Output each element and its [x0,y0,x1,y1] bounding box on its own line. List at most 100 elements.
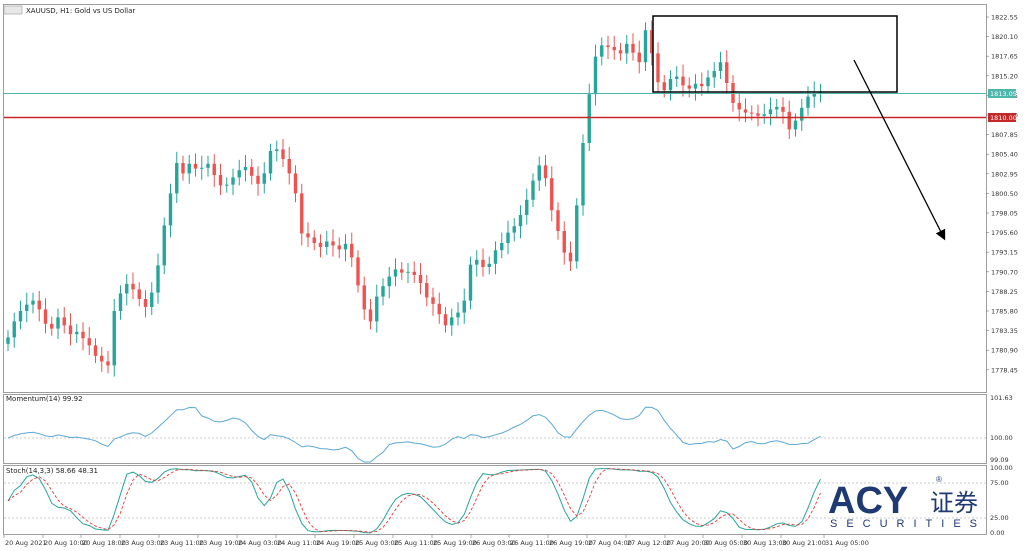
candle-body [256,175,260,184]
candle-body [237,170,241,178]
candle-body [568,252,573,262]
candle-body [600,45,604,57]
candle-body [368,309,373,322]
candle-body [68,325,73,335]
momentum-indicator [4,406,986,463]
time-tick-label: 27 Aug 12:00 [627,539,671,547]
candle-body [625,43,629,54]
main-pane-frame [3,4,987,393]
candle-body [218,175,223,186]
candle-body [806,96,810,108]
price-tick-label: 1807.85 [991,131,1018,139]
time-tick-label: 25 Aug 19:00 [433,539,477,547]
price-tick-label: 1780.90 [991,347,1018,355]
chart-title: XAUUSD, H1: Gold vs US Dollar [3,5,135,15]
candle-body [762,114,766,116]
stoch-k-line [7,468,821,534]
momentum-tick-mid: 100.00 [990,434,1013,442]
candle-body [512,226,516,233]
candle-body [475,259,479,265]
time-tick-label: 20 Aug 2021 [5,539,47,547]
candle-body [587,94,591,143]
candle-body [437,303,441,315]
candle-body [612,47,616,51]
time-tick-label: 27 Aug 20:00 [666,539,710,547]
price-tick-label: 1795.60 [991,229,1018,237]
candle-body [287,159,291,174]
candle-body [362,285,366,310]
time-tick-label: 26 Aug 11:00 [510,539,554,547]
time-tick-label: 24 Aug 11:00 [277,539,321,547]
support-text: 1810.00 [990,114,1017,122]
candle-body [668,79,673,91]
momentum-tick-high: 101.63 [990,394,1013,402]
time-tick-label: 20 Aug 18:00 [82,539,126,547]
candle-body [506,232,510,243]
candle-body [737,103,741,110]
candle-body [206,163,210,168]
candle-body [418,275,423,283]
candle-body [387,276,391,287]
candle-body [631,43,635,53]
candle-body [212,163,216,175]
candle-body [793,120,798,130]
candle-body [318,243,323,247]
candle-body [281,149,285,159]
stochastic-indicator [4,468,986,534]
price-tick-label: 1817.65 [991,53,1018,61]
candle-body [18,311,23,322]
candle-body [275,149,279,151]
momentum-tick-low: 99.09 [990,456,1009,464]
candle-body [706,77,710,87]
candle-body [487,263,491,267]
candle-body [375,296,379,322]
time-tick-label: 30 Aug 13:00 [743,539,787,547]
candle-body [187,163,191,174]
candle-body [456,312,460,318]
price-tick-label: 1802.95 [991,170,1018,178]
candle-body [481,259,485,267]
price-tick-label: 1778.45 [991,366,1018,374]
time-tick-label: 26 Aug 03:00 [472,539,516,547]
price-tick-label: 1793.15 [991,249,1018,257]
candle-body [243,167,248,171]
time-tick-label: 20 Aug 10:00 [44,539,88,547]
candle-body [162,225,166,266]
candle-body [606,45,610,47]
candle-body [75,331,79,335]
candle-body [62,317,66,326]
candle-body [131,283,135,290]
candle-body [37,300,41,310]
logo-mark: ® [936,475,942,484]
candle-body [725,62,729,83]
candle-body [712,71,716,78]
candle-body [381,286,385,297]
candle-body [150,292,154,307]
down-arrow [853,59,946,241]
candle-body [518,215,523,227]
time-tick-label: 30 Aug 05:00 [704,539,748,547]
momentum-pane-frame [3,394,987,464]
candle-body [462,300,466,313]
candle-body [31,300,35,305]
candle-body [537,165,541,181]
price-tick-label: 1800.50 [991,190,1018,198]
candle-body [156,265,160,293]
candle-body [250,167,254,176]
candle-body [450,317,454,326]
time-tick-label: 27 Aug 04:00 [588,539,632,547]
candle-body [106,361,110,366]
candle-body [137,289,141,299]
time-tick-label: 23 Aug 03:00 [121,539,165,547]
time-tick-label: 25 Aug 03:00 [355,539,399,547]
stoch-tick-0: 0.00 [990,529,1004,537]
candle-body [662,82,666,91]
candle-body [87,338,91,346]
candle-body [543,165,548,179]
candle-body [118,293,123,311]
candle-body [768,109,773,115]
price-tick-label: 1815.20 [991,72,1018,80]
current-price-text: 1813.05 [990,90,1017,98]
candle-body [656,53,660,83]
candle-body [718,62,723,71]
